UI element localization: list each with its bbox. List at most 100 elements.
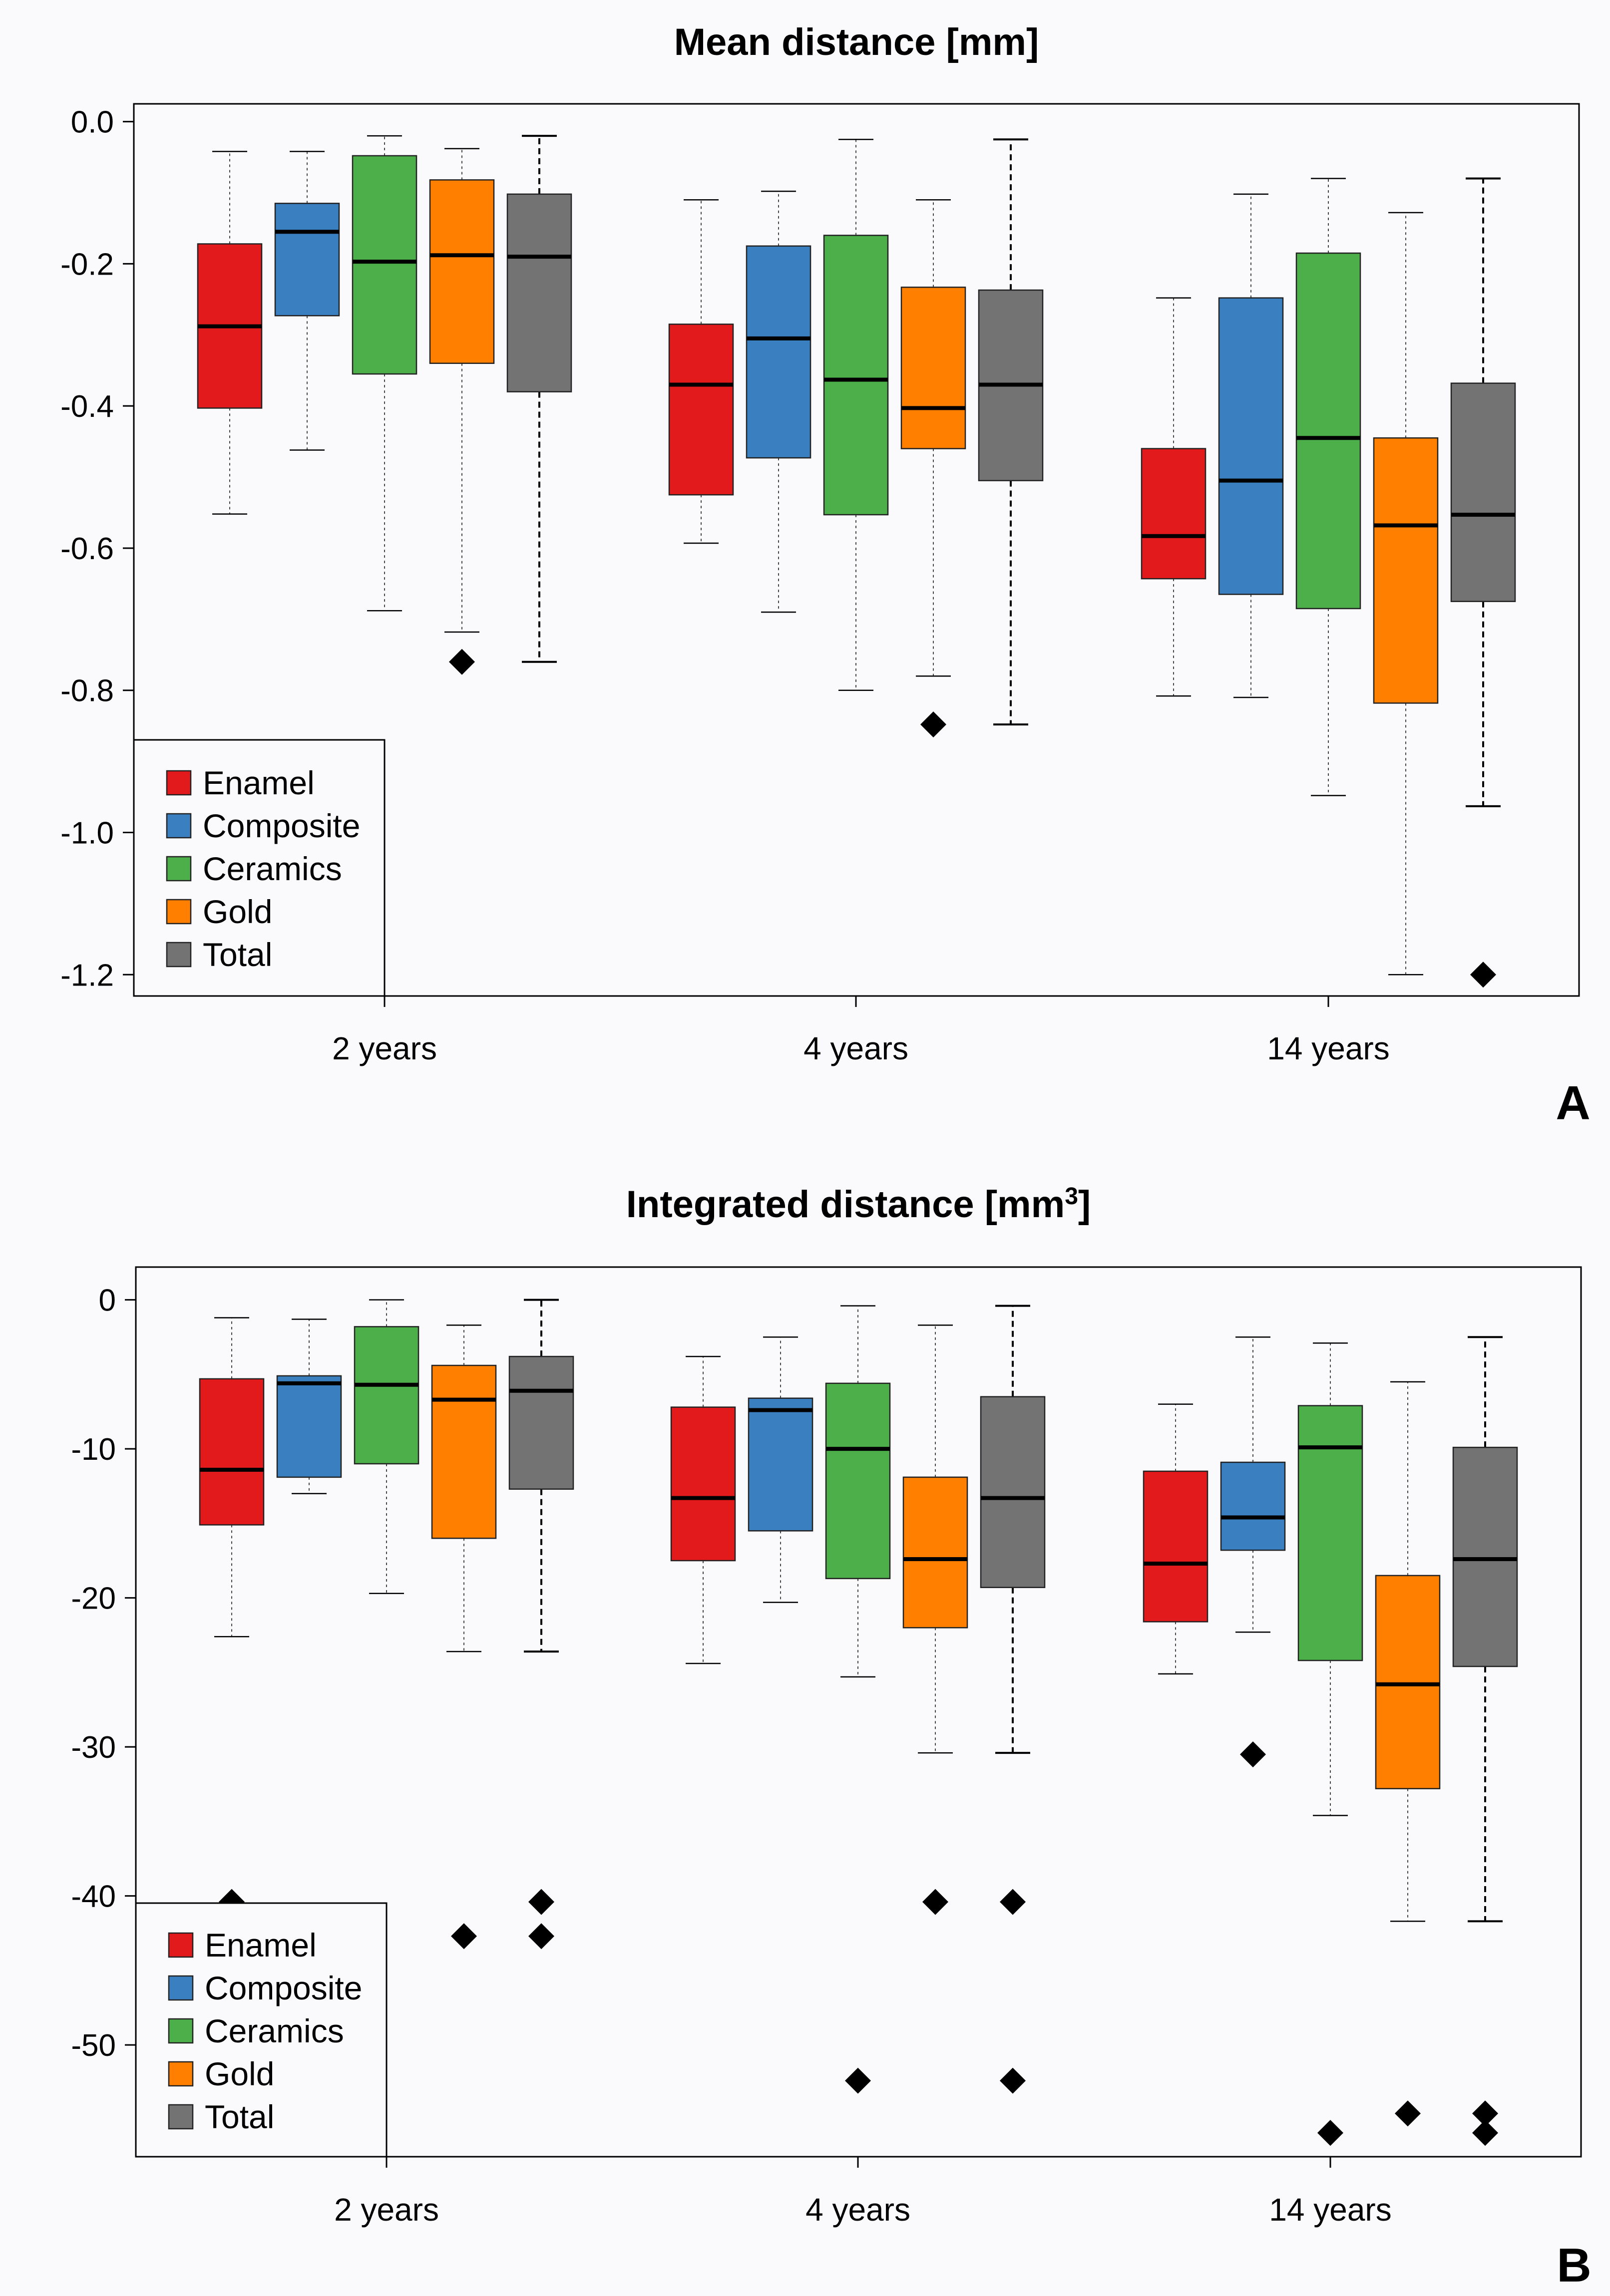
box-body <box>274 203 340 317</box>
box-composite-1 <box>746 190 811 613</box>
box-composite-2 <box>1220 1336 1286 1768</box>
x-tick-label: 14 years <box>1267 1030 1389 1066</box>
outlier-point <box>1000 1889 1026 1915</box>
box-total-2 <box>1452 1336 1518 2146</box>
box-gold-1 <box>902 1324 968 1915</box>
box-body <box>825 1382 891 1580</box>
outlier-point <box>449 649 475 675</box>
outlier-point <box>845 2067 871 2094</box>
legend-label: Composite <box>205 1969 362 2006</box>
box-body <box>429 179 495 364</box>
box-body <box>823 235 889 516</box>
outlier-point <box>1395 2100 1421 2127</box>
box-body <box>1143 1470 1208 1623</box>
legend-swatch <box>166 942 192 968</box>
outlier-point <box>528 1923 554 1950</box>
box-body <box>900 287 966 449</box>
panel-b: Integrated distance [mm3] 0 -10 -20 -30 -40 -5… <box>71 1183 1591 2293</box>
x-tick-label: 2 years <box>332 1030 437 1066</box>
outlier-point <box>1472 2100 1498 2127</box>
box-body <box>670 1406 736 1562</box>
box-ceramics-0 <box>354 1299 419 1594</box>
legend-label: Gold <box>203 893 272 930</box>
box-composite-0 <box>274 151 340 451</box>
box-body <box>506 193 572 392</box>
box-body <box>902 1476 968 1629</box>
box-body <box>1220 1461 1286 1551</box>
box-composite-0 <box>276 1318 342 1494</box>
y-tick-label: -0.4 <box>60 389 114 424</box>
legend-swatch <box>166 899 192 925</box>
box-gold-0 <box>431 1324 497 1950</box>
legend-label: Composite <box>203 807 360 844</box>
box-gold-2 <box>1375 1381 1441 2127</box>
box-ceramics-0 <box>352 135 417 612</box>
legend-swatch <box>166 770 192 796</box>
panel-letter: A <box>1556 1076 1590 1130</box>
box-gold-1 <box>900 199 966 738</box>
box-ceramics-1 <box>823 138 889 691</box>
legend-swatch <box>168 2018 194 2044</box>
chart-title: Integrated distance [mm3] <box>626 1183 1091 1226</box>
legend-label: Total <box>203 936 272 973</box>
outlier-point <box>528 1889 554 1915</box>
outlier-point <box>1470 962 1496 988</box>
y-tick-label: -10 <box>71 1432 116 1467</box>
box-body <box>1373 437 1439 704</box>
box-ceramics-1 <box>825 1305 891 2094</box>
box-enamel-1 <box>668 199 734 544</box>
box-body <box>748 1397 813 1532</box>
legend-label: Gold <box>205 2055 274 2092</box>
outlier-point <box>1000 2067 1026 2094</box>
legend: Enamel Composite Ceramics Gold Total <box>135 1902 388 2158</box>
legend-label: Enamel <box>205 1927 317 1964</box>
box-body <box>746 245 811 459</box>
legend-label: Enamel <box>203 764 315 801</box>
y-tick-label: 0.0 <box>71 105 114 140</box>
outlier-point <box>1472 2120 1498 2146</box>
legend-label: Ceramics <box>203 850 342 887</box>
box-ceramics-2 <box>1297 1342 1363 2146</box>
box-body <box>980 1396 1046 1589</box>
y-tick-label: -30 <box>71 1730 116 1765</box>
legend-label: Ceramics <box>205 2012 344 2049</box>
box-body <box>668 324 734 496</box>
legend-swatch <box>168 1975 194 2001</box>
legend-swatch <box>166 856 192 882</box>
box-body <box>1295 252 1361 610</box>
box-body <box>508 1355 574 1490</box>
legend-swatch <box>168 1932 194 1958</box>
x-tick-label: 14 years <box>1269 2192 1391 2228</box>
box-total-2 <box>1450 177 1516 988</box>
legend-label: Total <box>205 2098 274 2135</box>
legend-swatch <box>166 813 192 839</box>
box-composite-1 <box>748 1336 813 1603</box>
title-part: Mean distance [mm] <box>674 21 1039 63</box>
box-total-1 <box>980 1305 1046 2094</box>
y-tick-label: -1.0 <box>60 816 114 851</box>
box-gold-0 <box>429 148 495 675</box>
y-tick-label: -0.2 <box>60 247 114 282</box>
outlier-point <box>920 711 946 738</box>
y-tick-label: -0.6 <box>60 532 114 566</box>
x-tick-label: 2 years <box>334 2192 439 2228</box>
box-enamel-0 <box>197 151 263 515</box>
outlier-point <box>1240 1741 1266 1768</box>
legend-swatch <box>168 2061 194 2087</box>
outlier-point <box>922 1889 948 1915</box>
title-part: ] <box>1078 1183 1091 1226</box>
outlier-point <box>1317 2120 1343 2146</box>
y-tick-label: 0 <box>99 1284 116 1318</box>
box-enamel-2 <box>1141 297 1207 697</box>
title-part: Integrated distance [mm <box>626 1183 1065 1226</box>
box-enamel-2 <box>1143 1403 1208 1675</box>
panel-a: Mean distance [mm] 0.0 -0.2 -0.4 -0.6 -0.8 -1.… <box>60 21 1591 1130</box>
box-total-0 <box>508 1299 574 1950</box>
y-tick-label: -1.2 <box>60 958 114 992</box>
box-body <box>199 1378 265 1526</box>
box-body <box>1297 1405 1363 1661</box>
box-body <box>276 1375 342 1478</box>
box-body <box>1452 1446 1518 1667</box>
box-body <box>354 1326 419 1465</box>
